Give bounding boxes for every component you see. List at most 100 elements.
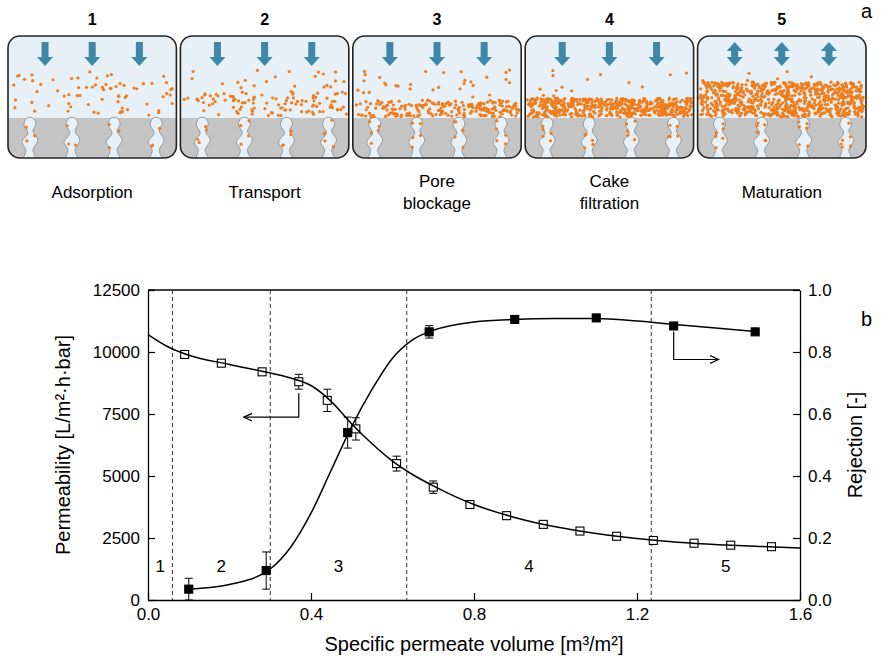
- particle: [763, 83, 766, 86]
- particle: [599, 101, 602, 104]
- particle: [756, 124, 759, 127]
- particle: [702, 81, 705, 84]
- particle: [826, 103, 829, 106]
- particle: [475, 107, 478, 110]
- particle: [738, 98, 741, 101]
- particle: [67, 142, 70, 145]
- y2-axis-tick-label: 0.4: [808, 467, 832, 486]
- particle: [411, 136, 414, 139]
- particle: [725, 82, 728, 85]
- particle: [475, 104, 478, 107]
- stage-boundary: [406, 290, 407, 600]
- particle: [731, 82, 734, 85]
- particle: [77, 86, 80, 89]
- particle: [841, 88, 844, 91]
- particle: [634, 108, 637, 111]
- particle: [574, 98, 577, 101]
- particle: [756, 104, 759, 107]
- box-outline: [525, 36, 693, 158]
- particle: [250, 108, 253, 111]
- stage-panel: 3Poreblockage: [353, 11, 521, 213]
- particle: [241, 91, 244, 94]
- particle: [846, 100, 849, 103]
- particle: [377, 100, 380, 103]
- y-axis-tick-mark: [148, 538, 155, 539]
- particle: [717, 96, 720, 99]
- particle: [667, 104, 670, 107]
- particle: [396, 112, 399, 115]
- error-bar-cap: [295, 374, 303, 375]
- particle: [836, 82, 839, 85]
- particle: [770, 113, 773, 116]
- particle: [247, 119, 250, 122]
- particle: [318, 110, 321, 113]
- particle: [798, 143, 801, 146]
- particle: [668, 98, 671, 101]
- particle: [516, 111, 519, 114]
- particle: [212, 97, 215, 100]
- particle: [825, 107, 828, 110]
- particle: [774, 93, 777, 96]
- particle: [289, 133, 292, 136]
- particle: [412, 114, 415, 117]
- particle: [626, 99, 629, 102]
- particle: [701, 99, 704, 102]
- particle: [344, 92, 347, 95]
- particle: [455, 113, 458, 116]
- particle: [530, 102, 533, 105]
- particle: [772, 81, 775, 84]
- particle: [499, 102, 502, 105]
- particle: [804, 82, 807, 85]
- particle: [706, 85, 709, 88]
- particle: [722, 90, 725, 93]
- x-axis-tick: 0.4: [300, 593, 324, 624]
- stage-label: 4: [524, 557, 533, 576]
- particle: [357, 113, 360, 116]
- y2-axis-line: [800, 291, 801, 601]
- particle: [796, 88, 799, 91]
- particle: [685, 103, 688, 106]
- y-axis-tick: 10000: [93, 343, 155, 362]
- flow-arrow: [649, 42, 665, 66]
- pore: [623, 117, 639, 158]
- particle: [312, 113, 315, 116]
- particle: [674, 103, 677, 106]
- particle: [316, 92, 319, 95]
- particle: [215, 93, 218, 96]
- particle: [94, 83, 97, 86]
- particle: [780, 93, 783, 96]
- particle: [478, 113, 481, 116]
- particle: [714, 114, 717, 117]
- particle: [747, 106, 750, 109]
- particle: [417, 110, 420, 113]
- particle: [822, 106, 825, 109]
- particle: [322, 85, 325, 88]
- particle: [847, 122, 850, 125]
- particle: [809, 93, 812, 96]
- particle: [642, 112, 645, 115]
- pore: [106, 117, 122, 158]
- particle: [848, 110, 851, 113]
- particle: [545, 108, 548, 111]
- particle: [458, 111, 461, 114]
- particle: [759, 98, 762, 101]
- particle: [635, 108, 638, 111]
- y2-axis-tick-label: 1.0: [808, 281, 832, 300]
- particle: [198, 141, 201, 144]
- particle: [806, 122, 809, 125]
- particle: [364, 73, 367, 76]
- particle: [426, 99, 429, 102]
- particle: [791, 104, 794, 107]
- y2-axis: 0.00.20.40.60.81.0: [793, 281, 832, 610]
- flow-arrow: [257, 42, 273, 66]
- particle: [777, 92, 780, 95]
- particle: [321, 110, 324, 113]
- particle: [92, 111, 95, 114]
- pore: [838, 117, 854, 158]
- particle: [578, 109, 581, 112]
- particle: [108, 123, 111, 126]
- particle: [699, 93, 702, 96]
- particle: [833, 103, 836, 106]
- particle: [307, 109, 310, 112]
- particle: [713, 89, 716, 92]
